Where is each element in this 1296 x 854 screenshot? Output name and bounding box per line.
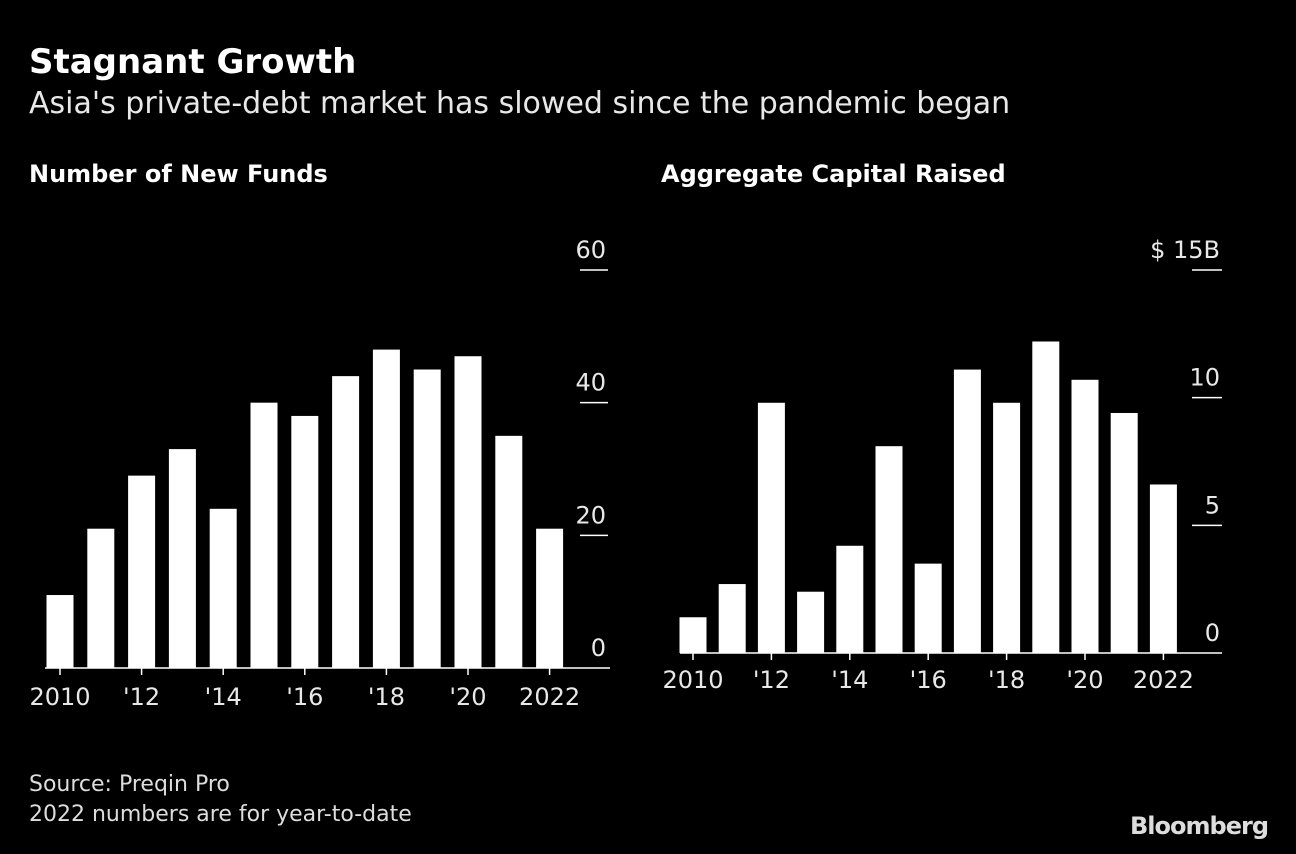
right-x-tick-label: 2010 (662, 666, 723, 694)
footnote: 2022 numbers are for year-to-date (29, 802, 412, 827)
left-x-tick-label: '18 (368, 683, 405, 711)
left-bar-2012 (128, 475, 156, 668)
right-x-tick-label: '12 (753, 666, 790, 694)
chart-title: Stagnant Growth (29, 42, 357, 82)
left-y-tick-label: 0 (591, 634, 606, 662)
left-bar-2011 (87, 528, 115, 668)
left-x-tick-label: '16 (286, 683, 323, 711)
right-x-tick-label: '20 (1066, 666, 1103, 694)
left-x-tick-label: '14 (205, 683, 242, 711)
right-y-tick-label: 10 (1189, 364, 1220, 392)
right-bar-2010 (679, 617, 707, 653)
left-bar-2018 (372, 349, 400, 668)
right-bar-2017 (953, 369, 981, 653)
left-x-tick-label: '20 (449, 683, 486, 711)
right-chart-title: Aggregate Capital Raised (661, 160, 1006, 188)
right-bar-2015 (875, 446, 903, 653)
left-y-tick-label: 20 (575, 501, 606, 529)
left-x-tick-label: 2022 (519, 683, 580, 711)
left-y-tick-label: 60 (575, 236, 606, 264)
left-y-tick-label: 40 (575, 369, 606, 397)
right-x-tick-label: 2022 (1133, 666, 1194, 694)
right-bar-2016 (914, 563, 942, 653)
left-bar-2021 (495, 435, 523, 668)
left-x-tick-label: 2010 (29, 683, 90, 711)
right-x-tick-label: '14 (831, 666, 868, 694)
right-bar-2011 (718, 584, 746, 653)
left-bar-2015 (250, 402, 278, 668)
right-bar-2012 (757, 402, 785, 653)
left-bar-2013 (168, 449, 196, 668)
right-y-tick-label: $ 15B (1150, 236, 1220, 264)
left-bar-2014 (209, 508, 237, 668)
left-bar-2020 (454, 356, 482, 668)
left-bar-2022 (536, 528, 564, 668)
left-bar-2010 (46, 595, 74, 668)
source-note: Source: Preqin Pro (29, 772, 230, 797)
left-bar-2016 (291, 415, 319, 668)
right-bar-2013 (797, 591, 825, 653)
chart-subtitle: Asia's private-debt market has slowed si… (29, 86, 1011, 121)
left-bar-2017 (332, 376, 360, 668)
right-y-tick-label: 5 (1205, 491, 1220, 519)
right-y-tick-label: 0 (1205, 619, 1220, 647)
right-bar-2021 (1110, 412, 1138, 653)
left-bar-2019 (413, 369, 441, 668)
right-bar-2022 (1149, 484, 1177, 653)
right-x-tick-label: '18 (988, 666, 1025, 694)
right-bar-2019 (1032, 341, 1060, 653)
right-bar-2018 (993, 402, 1021, 653)
right-bar-2020 (1071, 379, 1099, 653)
right-x-tick-label: '16 (910, 666, 947, 694)
bloomberg-logo: Bloomberg (1130, 812, 1269, 840)
left-chart-title: Number of New Funds (29, 160, 328, 188)
right-bar-2014 (836, 545, 864, 653)
left-x-tick-label: '12 (123, 683, 160, 711)
